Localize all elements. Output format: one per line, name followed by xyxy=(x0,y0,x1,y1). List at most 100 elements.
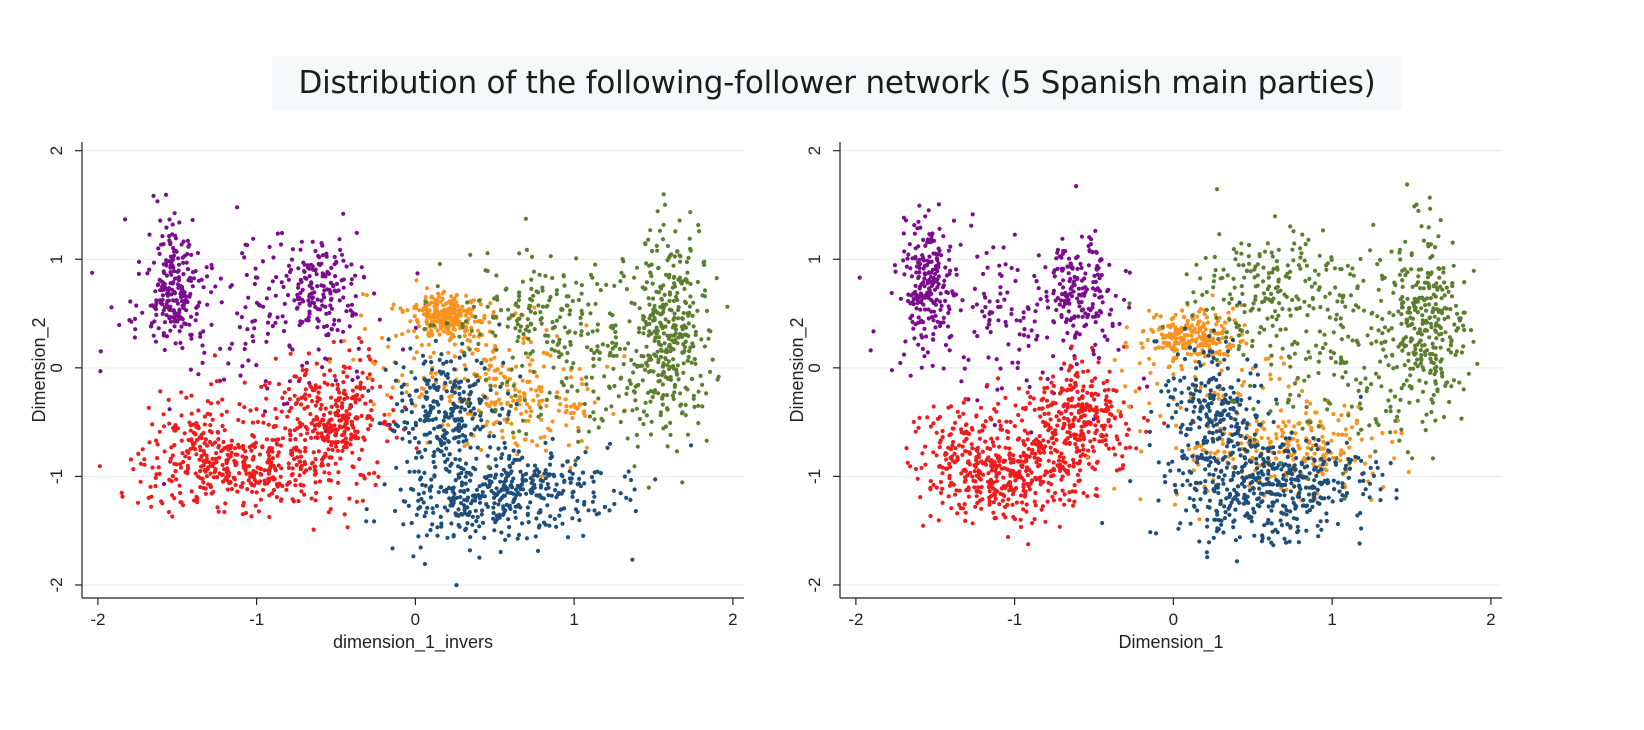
data-point-blue xyxy=(590,499,596,504)
data-point-blue xyxy=(457,457,462,462)
data-point-green xyxy=(467,347,472,352)
data-point-red xyxy=(1035,456,1041,461)
data-point-red xyxy=(238,484,243,489)
data-point-green xyxy=(693,361,698,366)
data-point-red xyxy=(288,437,293,442)
data-point-red xyxy=(953,492,958,497)
data-point-purple xyxy=(1109,307,1114,312)
data-point-blue xyxy=(427,430,432,435)
data-point-green xyxy=(523,327,528,332)
data-point-red xyxy=(1062,361,1067,366)
data-point-purple xyxy=(998,285,1003,290)
data-point-purple xyxy=(296,282,301,287)
data-point-red xyxy=(265,481,270,486)
data-point-red xyxy=(273,438,278,443)
data-point-purple xyxy=(188,275,193,280)
data-point-orange xyxy=(1169,317,1174,322)
data-point-red xyxy=(216,443,221,448)
data-point-blue xyxy=(463,461,469,466)
data-point-purple xyxy=(319,283,324,288)
data-point-purple xyxy=(1095,263,1100,269)
data-point-green xyxy=(609,404,614,409)
data-point-green xyxy=(625,436,630,441)
data-point-red xyxy=(1013,403,1018,408)
data-point-green xyxy=(564,303,569,308)
data-point-red xyxy=(292,374,297,379)
data-point-red xyxy=(255,465,260,470)
data-point-red xyxy=(288,432,293,437)
data-point-red xyxy=(1074,445,1079,450)
data-point-green xyxy=(637,416,643,422)
data-point-orange xyxy=(449,393,454,398)
data-point-orange xyxy=(1158,413,1163,419)
data-point-purple xyxy=(251,236,256,241)
data-point-blue xyxy=(505,486,510,492)
data-point-orange xyxy=(419,386,424,391)
data-point-green xyxy=(688,248,693,253)
data-point-blue xyxy=(407,469,412,474)
data-point-orange xyxy=(423,294,428,300)
data-point-blue xyxy=(437,369,442,374)
data-point-green xyxy=(626,341,631,346)
data-point-red xyxy=(1033,442,1038,447)
data-point-orange xyxy=(568,375,574,380)
data-point-orange xyxy=(1179,367,1185,372)
data-point-green xyxy=(589,347,594,353)
data-point-blue xyxy=(478,427,483,432)
data-point-green xyxy=(696,403,701,408)
data-point-green xyxy=(585,331,591,336)
data-point-blue xyxy=(520,521,525,526)
data-point-orange xyxy=(535,443,540,448)
data-point-red xyxy=(979,506,984,511)
data-point-blue xyxy=(444,359,449,364)
data-point-purple xyxy=(270,279,275,284)
data-point-purple xyxy=(267,244,272,250)
data-point-red xyxy=(961,400,966,405)
points-group xyxy=(90,192,730,588)
data-point-green xyxy=(627,378,632,383)
data-point-purple xyxy=(353,273,358,278)
data-point-purple xyxy=(253,266,258,271)
data-point-red xyxy=(215,475,220,480)
data-point-red xyxy=(947,483,952,488)
data-point-purple xyxy=(1038,297,1043,302)
data-point-red xyxy=(202,414,207,419)
data-point-purple xyxy=(147,267,152,272)
data-point-purple xyxy=(246,358,251,363)
data-point-blue xyxy=(485,453,490,458)
data-point-orange xyxy=(412,329,417,334)
data-point-blue xyxy=(554,482,559,487)
data-point-red xyxy=(159,499,164,504)
data-point-purple xyxy=(923,243,928,248)
data-point-red xyxy=(1073,383,1078,388)
data-point-orange xyxy=(1123,384,1128,389)
data-point-purple xyxy=(919,318,924,323)
data-point-red xyxy=(342,397,347,402)
data-point-orange xyxy=(429,300,434,305)
data-point-purple xyxy=(281,284,286,289)
data-point-green xyxy=(678,259,683,264)
data-point-red xyxy=(1061,404,1066,409)
data-point-red xyxy=(306,351,311,356)
data-point-red xyxy=(170,474,175,479)
data-point-purple xyxy=(1084,322,1089,327)
data-point-red xyxy=(913,429,918,434)
data-point-green xyxy=(596,425,601,430)
data-point-purple xyxy=(328,291,333,296)
data-point-purple xyxy=(166,305,171,310)
data-point-purple xyxy=(194,311,199,317)
data-point-purple xyxy=(922,276,927,281)
data-point-orange xyxy=(475,348,480,353)
data-point-green xyxy=(520,363,525,368)
data-point-orange xyxy=(1336,432,1341,437)
data-point-purple xyxy=(160,279,165,284)
data-point-purple xyxy=(1099,294,1104,299)
data-point-red xyxy=(1084,421,1090,427)
data-point-purple xyxy=(184,308,189,313)
data-point-orange xyxy=(1242,323,1247,328)
data-point-red xyxy=(980,449,985,454)
data-point-blue xyxy=(418,545,423,550)
data-point-orange xyxy=(391,302,396,307)
data-point-orange xyxy=(487,376,492,381)
data-point-orange xyxy=(412,305,417,310)
